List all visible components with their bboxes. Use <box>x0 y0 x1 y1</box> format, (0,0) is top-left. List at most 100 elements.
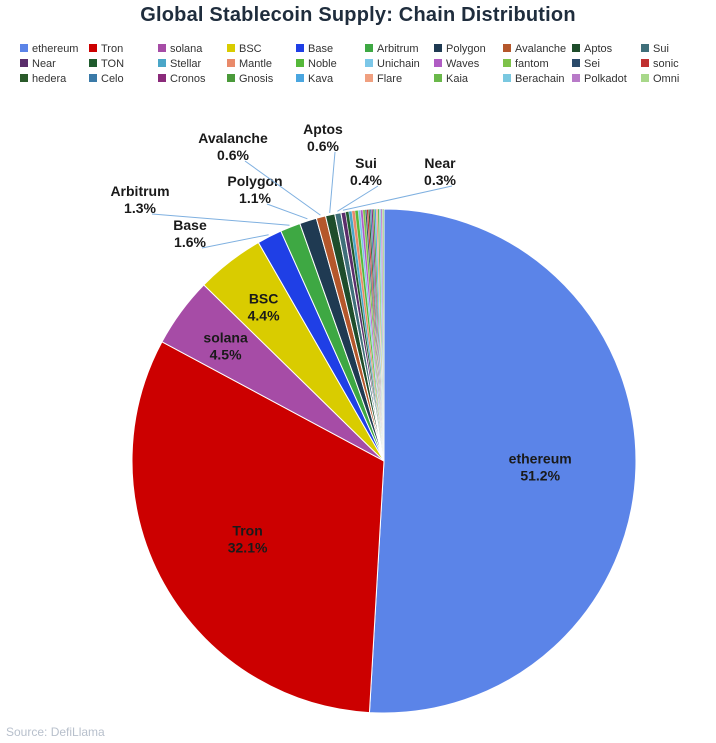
legend-swatch <box>20 59 28 67</box>
slice-label-name-sui: Sui <box>355 155 377 171</box>
legend-swatch <box>296 74 304 82</box>
slice-label-name-near: Near <box>424 155 456 171</box>
legend-label: Gnosis <box>239 73 274 85</box>
legend-swatch <box>434 74 442 82</box>
legend-swatch <box>365 59 373 67</box>
legend-item-avalanche: Avalanche <box>503 42 566 56</box>
legend-label: Berachain <box>515 73 565 85</box>
legend-item-noble: Noble <box>296 57 337 71</box>
legend-item-near: Near <box>20 57 56 71</box>
legend-swatch <box>296 59 304 67</box>
legend-item-omni: Omni <box>641 72 679 86</box>
legend-label: Celo <box>101 73 124 85</box>
legend-swatch <box>89 59 97 67</box>
legend-item-celo: Celo <box>89 72 124 86</box>
leader-line-aptos <box>329 151 336 213</box>
pie-slice-omni <box>382 208 385 462</box>
legend-swatch <box>572 74 580 82</box>
legend-label: Arbitrum <box>377 43 419 55</box>
legend-item-waves: Waves <box>434 57 479 71</box>
legend-swatch <box>365 44 373 52</box>
legend-label: Mantle <box>239 58 273 70</box>
leader-line-base <box>201 234 269 249</box>
slice-label-name-polygon: Polygon <box>227 173 282 189</box>
legend-label: Base <box>308 43 334 55</box>
legend-item-fantom: fantom <box>503 57 549 71</box>
slice-label-value-near: 0.3% <box>424 172 456 188</box>
legend-item-tron: Tron <box>89 42 123 56</box>
legend-swatch <box>227 59 235 67</box>
legend-swatch <box>158 59 166 67</box>
legend-label: BSC <box>239 43 262 55</box>
legend-label: sonic <box>653 58 679 70</box>
legend-item-base: Base <box>296 42 333 56</box>
legend-item-aptos: Aptos <box>572 42 612 56</box>
source-note: Source: DefiLlama <box>6 725 105 739</box>
legend-item-polygon: Polygon <box>434 42 486 56</box>
legend-swatch <box>641 74 649 82</box>
legend-item-sui: Sui <box>641 42 669 56</box>
legend-swatch <box>20 74 28 82</box>
legend-item-hedera: hedera <box>20 72 66 86</box>
slice-label-name-ethereum: ethereum <box>509 451 572 467</box>
legend-item-cronos: Cronos <box>158 72 205 86</box>
legend-label: Avalanche <box>515 43 567 55</box>
legend-item-polkadot: Polkadot <box>572 72 627 86</box>
pie-slice-tron <box>131 341 385 714</box>
legend-swatch <box>365 74 373 82</box>
legend-swatch <box>20 44 28 52</box>
legend-label: Kaia <box>446 73 469 85</box>
legend-label: fantom <box>515 58 549 70</box>
legend-swatch <box>503 74 511 82</box>
legend-swatch <box>572 59 580 67</box>
legend-item-solana: solana <box>158 42 202 56</box>
slice-label-value-ethereum: 51.2% <box>520 468 560 484</box>
legend-label: hedera <box>32 73 67 85</box>
chart-title: Global Stablecoin Supply: Chain Distribu… <box>140 4 576 26</box>
legend-swatch <box>158 74 166 82</box>
legend-item-mantle: Mantle <box>227 57 272 71</box>
legend-label: Sei <box>584 58 600 70</box>
legend-label: Unichain <box>377 58 420 70</box>
legend-swatch <box>158 44 166 52</box>
slice-label-value-aptos: 0.6% <box>307 138 339 154</box>
slice-label-value-sui: 0.4% <box>350 172 382 188</box>
legend-label: Polygon <box>446 43 486 55</box>
legend-label: Noble <box>308 58 337 70</box>
legend-label: Kava <box>308 73 334 85</box>
leader-line-sui <box>337 185 379 212</box>
legend-item-stellar: Stellar <box>158 57 201 71</box>
legend-swatch <box>89 44 97 52</box>
slice-label-value-bsc: 4.4% <box>248 308 280 324</box>
slice-label-value-arbitrum: 1.3% <box>124 200 156 216</box>
legend-item-ton: TON <box>89 57 124 71</box>
slice-label-name-base: Base <box>173 217 207 233</box>
legend-label: Cronos <box>170 73 206 85</box>
legend-item-gnosis: Gnosis <box>227 72 273 86</box>
slice-label-value-avalanche: 0.6% <box>217 147 249 163</box>
legend-label: Omni <box>653 73 680 85</box>
legend-item-arbitrum: Arbitrum <box>365 42 419 56</box>
legend-item-sei: Sei <box>572 57 600 71</box>
slice-label-name-solana: solana <box>203 330 248 346</box>
leader-line-avalanche <box>244 160 321 216</box>
slice-label-value-solana: 4.5% <box>210 347 242 363</box>
legend-item-sonic: sonic <box>641 57 679 71</box>
slice-label-name-tron: Tron <box>232 522 262 538</box>
legend-swatch <box>89 74 97 82</box>
slice-label-name-bsc: BSC <box>249 291 279 307</box>
legend-swatch <box>641 59 649 67</box>
legend-label: ethereum <box>32 43 79 55</box>
legend-swatch <box>434 59 442 67</box>
legend-item-bsc: BSC <box>227 42 262 56</box>
legend-item-kaia: Kaia <box>434 72 468 86</box>
legend-swatch <box>227 44 235 52</box>
legend-label: Near <box>32 58 56 70</box>
legend-label: Aptos <box>584 43 613 55</box>
legend-swatch <box>227 74 235 82</box>
legend-label: Stellar <box>170 58 202 70</box>
legend-label: Polkadot <box>584 73 627 85</box>
legend-item-flare: Flare <box>365 72 402 86</box>
legend-swatch <box>503 44 511 52</box>
